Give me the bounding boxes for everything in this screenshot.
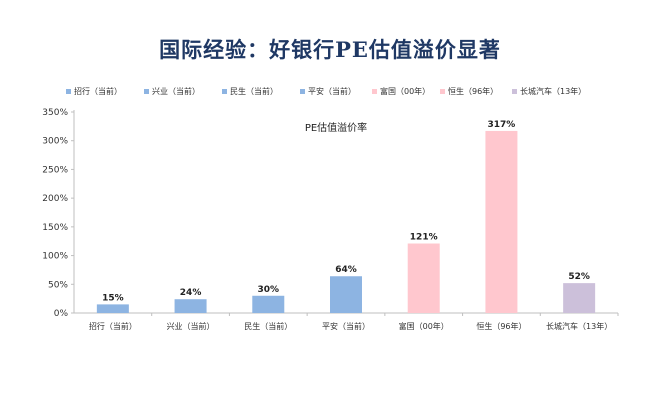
x-tick-label-5: 恒生（96年）	[476, 321, 526, 331]
legend-item-3: 平安（当前）	[300, 86, 356, 97]
x-tick-label-3: 平安（当前）	[322, 321, 370, 331]
y-tick-label-1: 50%	[48, 280, 68, 290]
bar-0	[96, 304, 129, 313]
bar-1	[174, 299, 207, 313]
x-tick-label-0: 招行（当前）	[89, 321, 137, 331]
data-label-2: 30%	[258, 285, 280, 295]
legend-swatch-4	[372, 89, 377, 94]
data-label-4: 121%	[410, 233, 438, 243]
data-label-0: 15%	[102, 293, 124, 303]
data-label-1: 24%	[180, 288, 202, 298]
y-tick-label-0: 0%	[54, 309, 69, 319]
legend-swatch-6	[512, 89, 517, 94]
x-tick-label-2: 民生（当前）	[244, 321, 292, 331]
data-label-3: 64%	[335, 265, 357, 275]
x-tick-label-4: 富国（00年）	[399, 321, 449, 331]
legend-swatch-3	[300, 89, 305, 94]
y-tick-label-4: 200%	[42, 194, 68, 204]
bar-4	[407, 243, 440, 313]
legend-label-5: 恒生（96年）	[448, 87, 499, 96]
bar-2	[252, 295, 285, 313]
legend-label-2: 民生（当前）	[230, 87, 278, 96]
bar-6	[563, 283, 596, 313]
x-tick-label-6: 长城汽车（13年）	[546, 321, 612, 331]
legend-label-0: 招行（当前）	[74, 87, 122, 96]
legend-label-6: 长城汽车（13年）	[520, 87, 587, 96]
legend-item-1: 兴业（当前）	[144, 86, 200, 97]
legend-swatch-2	[222, 89, 227, 94]
bar-3	[330, 276, 362, 313]
chart-legend: 招行（当前） 兴业（当前） 民生（当前） 平安（当前） 富国（00年） 恒生（96年） 长城…	[66, 86, 646, 100]
y-tick-label-3: 150%	[42, 223, 68, 233]
legend-item-4: 富国（00年）	[372, 86, 430, 97]
y-tick-label-7: 350%	[42, 108, 68, 118]
legend-label-3: 平安（当前）	[308, 87, 356, 96]
legend-swatch-1	[144, 89, 149, 94]
chart-inner-title: PE估值溢价率	[305, 121, 367, 134]
data-label-5: 317%	[488, 120, 516, 130]
y-tick-label-2: 100%	[42, 252, 68, 262]
x-tick-label-1: 兴业（当前）	[167, 321, 215, 331]
y-tick-label-5: 250%	[42, 165, 68, 175]
legend-item-2: 民生（当前）	[222, 86, 278, 97]
legend-item-5: 恒生（96年）	[440, 86, 498, 97]
bar-5	[485, 130, 518, 313]
legend-label-1: 兴业（当前）	[152, 87, 200, 96]
y-tick-label-6: 300%	[42, 137, 68, 147]
legend-item-6: 长城汽车（13年）	[512, 86, 586, 97]
data-label-6: 52%	[568, 272, 590, 282]
legend-item-0: 招行（当前）	[66, 86, 122, 97]
legend-swatch-5	[440, 89, 445, 94]
legend-swatch-0	[66, 89, 71, 94]
legend-label-4: 富国（00年）	[380, 87, 431, 96]
chart-title: 国际经验：好银行PE估值溢价显著	[159, 37, 501, 62]
